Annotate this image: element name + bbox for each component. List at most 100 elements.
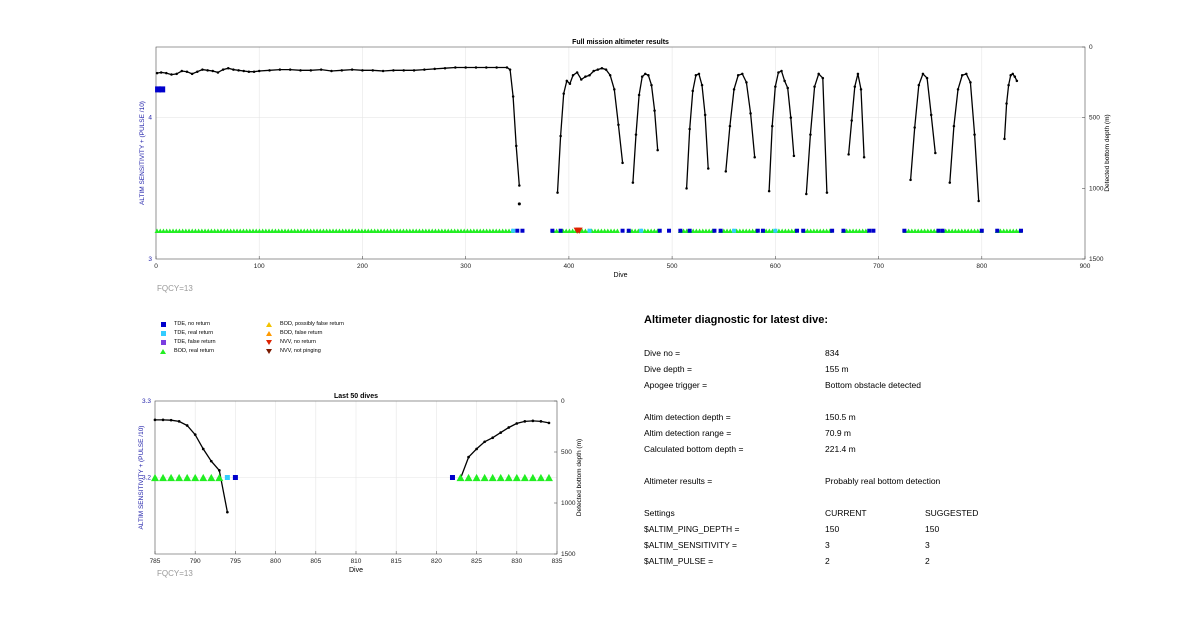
tde-marker (902, 228, 907, 233)
bod-marker (189, 228, 195, 233)
bod-marker (442, 228, 448, 233)
setting-name: $ALTIM_SENSITIVITY = (644, 540, 737, 550)
bod-marker (215, 228, 221, 233)
bod-marker (301, 228, 307, 233)
depth-point (948, 181, 952, 184)
depth-point (319, 68, 323, 71)
depth-point (491, 436, 495, 440)
bod-marker (949, 228, 955, 233)
depth-line (725, 73, 756, 172)
depth-point (637, 93, 641, 97)
depth-point (206, 69, 209, 72)
x-tick-label: 700 (873, 263, 884, 270)
bod-marker (416, 228, 422, 233)
depth-point (653, 109, 656, 112)
triangle-marker-icon (160, 348, 166, 354)
tde-marker (687, 228, 692, 233)
legend-label: BOD, possibly false return (280, 321, 344, 327)
bottom-y-left-axis-label: ALTIM SENSITIVITY + (PULSE /10) (138, 426, 145, 530)
detect-depth-row: Altim detection depth = 150.5 m (644, 412, 1064, 424)
bod-marker (207, 473, 216, 482)
depth-point (161, 418, 165, 422)
bod-marker (378, 228, 384, 233)
bod-marker (170, 228, 176, 233)
tde-marker (830, 228, 835, 233)
bod-marker (231, 228, 237, 233)
x-tick-label: 100 (254, 263, 265, 270)
bod-marker (602, 228, 608, 233)
bod-marker (448, 228, 454, 233)
bod-marker (850, 228, 856, 233)
bod-marker (645, 228, 651, 233)
bod-marker (648, 228, 654, 233)
depth-point (596, 68, 600, 71)
depth-point (584, 75, 587, 78)
depth-point (209, 459, 213, 463)
depth-point (423, 68, 426, 71)
depth-point (921, 72, 925, 76)
legend-label: TDE, real return (174, 330, 214, 336)
setting-row: $ALTIM_PING_DEPTH = 150 150 (644, 524, 1064, 536)
depth-point (617, 123, 620, 126)
bod-marker (746, 228, 752, 233)
depth-point (644, 72, 647, 76)
legend-label: NVV, not pinging (280, 348, 321, 354)
x-tick-label: 815 (391, 558, 402, 565)
depth-point (925, 76, 929, 80)
bod-marker (407, 228, 413, 233)
legend-label: TDE, false return (174, 339, 216, 345)
bod-marker (651, 228, 657, 233)
tde-marker (936, 228, 941, 233)
x-tick-label: 500 (667, 263, 678, 270)
nvv-marker (575, 227, 583, 234)
depth-point (159, 71, 163, 74)
bod-marker (906, 228, 912, 233)
bod-marker (856, 228, 862, 233)
dive-no-row: Dive no = 834 (644, 348, 1064, 360)
bod-marker (272, 228, 278, 233)
depth-point (568, 82, 572, 85)
bod-marker (690, 228, 696, 233)
depth-point (656, 148, 659, 152)
depth-point (913, 126, 916, 129)
bod-marker (359, 228, 365, 233)
bod-marker (186, 228, 192, 233)
depth-point (952, 124, 956, 128)
depth-point (257, 69, 261, 73)
depth-point (201, 68, 204, 71)
bod-marker (218, 228, 224, 233)
bod-marker (1007, 228, 1013, 233)
depth-line (847, 73, 865, 158)
legend-item: BOD, false return (266, 330, 323, 336)
depth-point (825, 191, 829, 194)
bod-marker (592, 228, 598, 233)
bod-marker (480, 228, 486, 233)
bod-marker (298, 228, 304, 233)
y-right-tick-label: 1500 (1089, 256, 1104, 263)
bod-marker (308, 228, 314, 233)
setting-suggested: 150 (925, 524, 940, 534)
tde-marker (795, 228, 800, 233)
bod-marker (456, 473, 465, 482)
tde-marker (841, 228, 846, 233)
bod-marker (175, 473, 184, 482)
bod-marker (703, 228, 709, 233)
depth-point (647, 74, 650, 77)
depth-point (767, 189, 771, 193)
calc-bottom-value: 221.4 m (825, 444, 856, 454)
tde-marker (515, 228, 520, 233)
bod-marker (863, 228, 869, 233)
depth-point (809, 133, 812, 136)
depth-point (1011, 72, 1014, 76)
bod-marker (164, 228, 170, 233)
y-left-tick-label: 3.3 (142, 398, 151, 405)
settings-header-row: Settings CURRENT SUGGESTED (644, 508, 1064, 520)
square-marker-icon (160, 330, 166, 336)
depth-point (753, 155, 756, 159)
bod-marker (317, 228, 323, 233)
depth-point (454, 66, 457, 69)
bod-marker (208, 228, 214, 233)
results-row: Altimeter results = Probably real bottom… (644, 476, 1064, 488)
bod-marker (400, 228, 406, 233)
setting-row: $ALTIM_SENSITIVITY = 3 3 (644, 540, 1064, 552)
